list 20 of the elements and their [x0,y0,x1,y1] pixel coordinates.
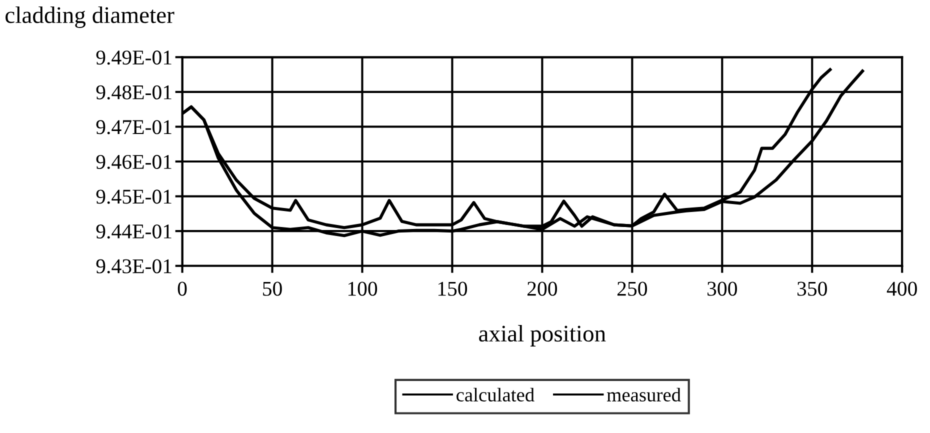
x-tick-label: 50 [263,282,282,296]
y-tick-label: 9.43E-01 [96,259,172,274]
x-tick-label: 0 [178,282,187,296]
legend-label: calculated [456,388,534,402]
y-tick-label: 9.44E-01 [96,224,172,239]
x-tick-label: 200 [527,282,558,296]
y-tick-label: 9.46E-01 [96,154,172,170]
legend-label: measured [606,388,681,402]
y-tick-label: 9.45E-01 [96,190,172,204]
y-axis-title: cladding diameter [6,6,174,28]
x-tick-label: 150 [438,282,468,296]
x-axis-title: axial position [479,325,606,346]
x-tick-label: 400 [886,282,917,296]
y-tick-label: 9.49E-01 [96,50,172,65]
x-tick-label: 350 [797,282,827,296]
y-tick-label: 9.47E-01 [96,120,172,134]
x-tick-label: 250 [617,282,647,296]
y-tick-label: 9.48E-01 [96,85,172,100]
x-tick-label: 300 [708,282,737,296]
x-tick-label: 100 [348,282,378,296]
